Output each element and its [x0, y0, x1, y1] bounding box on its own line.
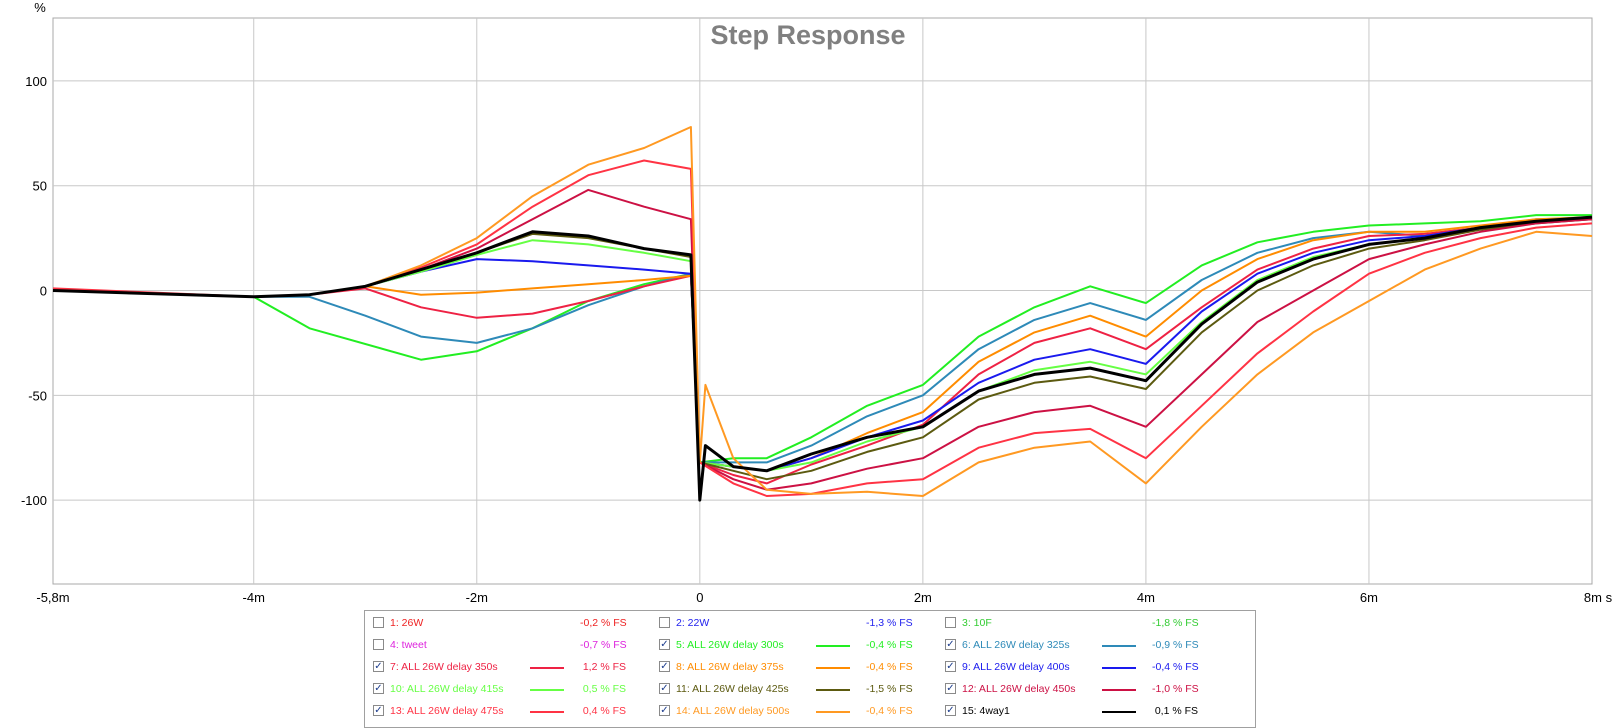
x-tick-label: -5,8m — [36, 590, 69, 605]
legend-value: 0,5 % FS — [582, 683, 626, 695]
legend-value: 0,4 % FS — [582, 705, 626, 717]
plot-area — [52, 17, 1593, 585]
legend-item[interactable]: 2: 22W -1,3 % FS — [651, 613, 937, 635]
legend-value: -0,4 % FS — [866, 661, 913, 673]
legend-item[interactable]: ✓ 12: ALL 26W delay 450s -1,0 % FS — [937, 679, 1223, 701]
legend-value: -1,5 % FS — [866, 683, 913, 695]
y-axis-unit: % — [34, 0, 46, 15]
y-tick-label: 0 — [40, 284, 47, 299]
legend-checkbox[interactable] — [945, 617, 956, 628]
x-tick-label: 0 — [696, 590, 703, 605]
legend-label: 4: tweet — [390, 639, 427, 651]
y-tick-label: -50 — [28, 388, 47, 403]
y-tick-label: 100 — [25, 74, 47, 89]
legend-label: 3: 10F — [962, 617, 992, 629]
series-line — [52, 218, 1593, 485]
legend-line-swatch — [1102, 667, 1136, 669]
legend-line-swatch — [1102, 645, 1136, 647]
legend-line-swatch — [816, 711, 850, 713]
series-line — [52, 218, 1592, 464]
legend-label: 7: ALL 26W delay 350s — [390, 661, 498, 673]
legend-checkbox[interactable] — [659, 617, 670, 628]
legend-label: 2: 22W — [676, 617, 710, 629]
legend-checkbox[interactable]: ✓ — [373, 661, 384, 672]
legend-value: -1,3 % FS — [866, 617, 913, 629]
legend-line-swatch — [530, 689, 564, 691]
legend-line-swatch — [530, 711, 564, 713]
legend-value: -0,4 % FS — [866, 639, 913, 651]
legend-value: -1,8 % FS — [1152, 617, 1199, 629]
step-response-chart: -5,8m -4m -2m 0 2m 4m 6m 8m s 100 50 0 -50 -100 Step… — [21, 0, 1613, 605]
legend-item[interactable]: ✓ 7: ALL 26W delay 350s 1,2 % FS — [365, 657, 651, 679]
legend-checkbox[interactable]: ✓ — [659, 683, 670, 694]
legend-value: -0,9 % FS — [1152, 639, 1199, 651]
legend-checkbox[interactable]: ✓ — [659, 661, 670, 672]
legend-checkbox[interactable]: ✓ — [945, 639, 956, 650]
legend-item[interactable]: ✓ 14: ALL 26W delay 500s -0,4 % FS — [651, 701, 937, 723]
x-tick-label: 4m — [1137, 590, 1155, 605]
series-line — [52, 214, 1592, 464]
series-line — [52, 126, 1593, 497]
legend-item[interactable]: 4: tweet -0,7 % FS — [365, 635, 651, 657]
legend-line-swatch — [1102, 711, 1136, 713]
legend-value: -0,2 % FS — [580, 617, 627, 629]
legend-value: 1,2 % FS — [582, 661, 626, 673]
legend-checkbox[interactable] — [373, 617, 384, 628]
x-tick-label: 6m — [1360, 590, 1378, 605]
legend-line-swatch — [816, 667, 850, 669]
series-line — [52, 215, 1593, 502]
legend-item[interactable]: ✓ 10: ALL 26W delay 415s 0,5 % FS — [365, 679, 651, 701]
legend-item[interactable]: ✓ 15: 4way1 0,1 % FS — [937, 701, 1223, 723]
series-line — [52, 188, 1593, 491]
legend-label: 6: ALL 26W delay 325s — [962, 639, 1070, 651]
y-tick-label: -100 — [21, 493, 47, 508]
legend-item[interactable]: ✓ 8: ALL 26W delay 375s -0,4 % FS — [651, 657, 937, 679]
legend-checkbox[interactable] — [373, 639, 384, 650]
legend-checkbox[interactable]: ✓ — [945, 661, 956, 672]
legend-line-swatch — [1102, 689, 1136, 691]
legend-value: 0,1 % FS — [1154, 705, 1198, 717]
legend-label: 14: ALL 26W delay 500s — [676, 705, 790, 717]
legend-label: 11: ALL 26W delay 425s — [676, 683, 789, 695]
legend-item[interactable]: ✓ 11: ALL 26W delay 425s -1,5 % FS — [651, 679, 937, 701]
series-lines — [52, 126, 1593, 502]
legend-item[interactable]: 1: 26W -0,2 % FS — [365, 613, 651, 635]
legend-item[interactable]: 3: 10F -1,8 % FS — [937, 613, 1223, 635]
legend-line-swatch — [816, 689, 850, 691]
legend-item[interactable]: ✓ 6: ALL 26W delay 325s -0,9 % FS — [937, 635, 1223, 657]
legend-label: 1: 26W — [390, 617, 424, 629]
legend-label: 12: ALL 26W delay 450s — [962, 683, 1076, 695]
series-line — [52, 216, 1593, 472]
legend-label: 8: ALL 26W delay 375s — [676, 661, 784, 673]
legend-checkbox[interactable]: ✓ — [945, 705, 956, 716]
legend-item[interactable]: ✓ 13: ALL 26W delay 475s 0,4 % FS — [365, 701, 651, 723]
x-tick-label: -4m — [243, 590, 265, 605]
legend-item[interactable]: ✓ 9: ALL 26W delay 400s -0,4 % FS — [937, 657, 1223, 679]
x-tick-label: 8m s — [1584, 590, 1613, 605]
chart-title: Step Response — [710, 20, 905, 50]
legend-checkbox[interactable]: ✓ — [945, 683, 956, 694]
x-tick-label: 2m — [914, 590, 932, 605]
x-tick-label: -2m — [466, 590, 488, 605]
legend-value: -1,0 % FS — [1152, 683, 1199, 695]
legend-label: 13: ALL 26W delay 475s — [390, 705, 504, 717]
legend-value: -0,7 % FS — [580, 639, 627, 651]
legend-checkbox[interactable]: ✓ — [659, 705, 670, 716]
legend-value: -0,4 % FS — [866, 705, 913, 717]
legend-checkbox[interactable]: ✓ — [373, 683, 384, 694]
series-line — [52, 159, 1593, 497]
legend-panel: 1: 26W -0,2 % FS 2: 22W -1,3 % FS 3: 10F -1,8… — [364, 610, 1256, 728]
legend-label: 5: ALL 26W delay 300s — [676, 639, 784, 651]
y-tick-label: 50 — [33, 179, 47, 194]
legend-checkbox[interactable]: ✓ — [659, 639, 670, 650]
legend-label: 15: 4way1 — [962, 705, 1010, 717]
legend-label: 9: ALL 26W delay 400s — [962, 661, 1070, 673]
legend-value: -0,4 % FS — [1152, 661, 1199, 673]
axis-ticks: -5,8m -4m -2m 0 2m 4m 6m 8m s 100 50 0 -50 -100 — [21, 74, 1613, 605]
legend-line-swatch — [530, 667, 564, 669]
legend-label: 10: ALL 26W delay 415s — [390, 683, 504, 695]
legend-line-swatch — [816, 645, 850, 647]
legend-checkbox[interactable]: ✓ — [373, 705, 384, 716]
legend-item[interactable]: ✓ 5: ALL 26W delay 300s -0,4 % FS — [651, 635, 937, 657]
